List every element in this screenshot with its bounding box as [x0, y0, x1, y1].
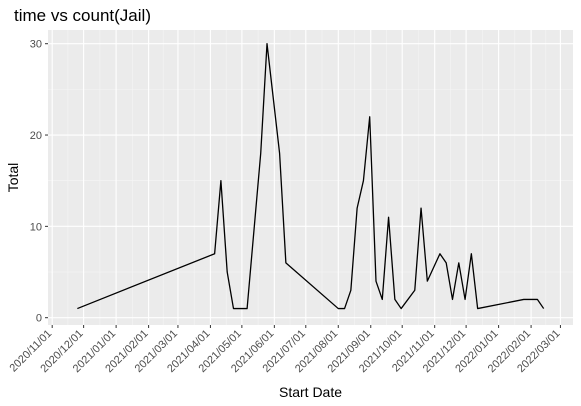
x-axis-title: Start Date [279, 384, 342, 400]
major-gridlines [48, 30, 573, 325]
y-axis-title: Total [5, 163, 21, 193]
chart-title: time vs count(Jail) [14, 6, 151, 25]
plot-panel [48, 30, 573, 325]
y-tick-label: 20 [30, 130, 42, 142]
series-layer [77, 43, 545, 310]
y-tick-label: 10 [30, 221, 42, 233]
minor-gridlines [48, 30, 573, 325]
y-tick-label: 30 [30, 39, 42, 51]
y-tick-label: 0 [36, 313, 42, 325]
series-line-0 [77, 43, 545, 310]
